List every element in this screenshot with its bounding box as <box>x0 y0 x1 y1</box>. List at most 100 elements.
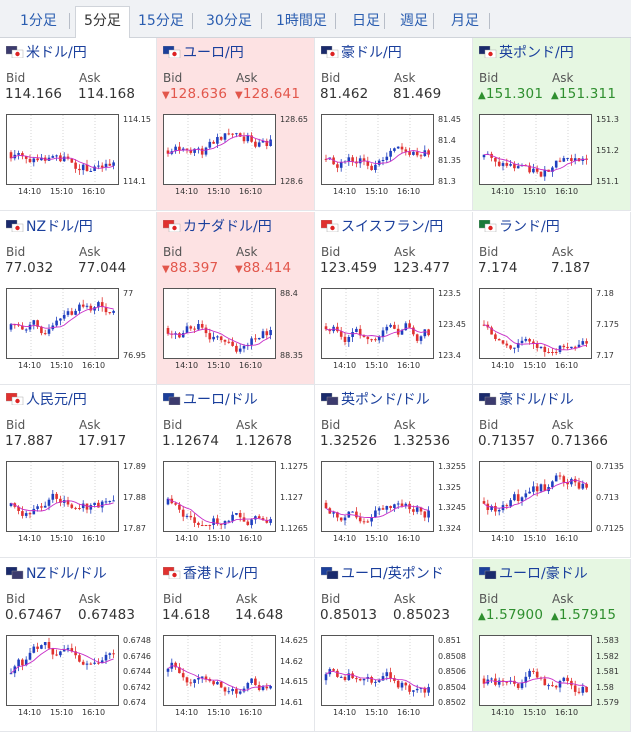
bid-value: 7.174 <box>478 260 518 276</box>
candles <box>482 636 588 705</box>
chart-plot-area <box>163 288 276 359</box>
candles <box>9 636 115 705</box>
timeframe-tab-bar: 1分足 5分足 15分足 30分足 1時間足 日足 週足 月足 <box>0 0 631 39</box>
rate-card[interactable]: 香港ドル/円 Bid Ask 14.618 14.648 14.625 14.62 14.61… <box>157 559 315 732</box>
ask-value: 0.71366 <box>551 433 609 449</box>
mini-candle-chart[interactable]: 123.5 123.45 123.4 14:10 15:10 16:10 <box>319 288 468 372</box>
bid-label: Bid <box>6 245 26 259</box>
y-tick-label: 1.1265 <box>280 524 308 533</box>
tab-6[interactable]: 週足 <box>400 13 428 29</box>
chart-plot-area <box>479 114 592 185</box>
mini-candle-chart[interactable]: 14.625 14.62 14.615 14.61 14:10 15:10 16:10 <box>161 635 310 719</box>
rate-card[interactable]: ユーロ/英ポンド Bid Ask 0.85013 0.85023 0.851 0.8508 0… <box>315 559 473 732</box>
rate-card[interactable]: 人民元/円 Bid Ask 17.887 17.917 17.89 17.88 17.87 14… <box>0 385 157 558</box>
tab-7[interactable]: 月足 <box>451 13 479 29</box>
y-tick-label: 1.324 <box>438 524 461 533</box>
rate-card[interactable]: スイスフラン/円 Bid Ask 123.459 123.477 123.5 123.45 1… <box>315 212 473 385</box>
rate-card[interactable]: 豪ドル/ドル Bid Ask 0.71357 0.71366 0.7135 0.713 0.7… <box>473 385 631 558</box>
pair-name: 米ドル/円 <box>26 45 87 61</box>
currency-pair-link[interactable]: 米ドル/円 <box>5 43 87 63</box>
rate-card[interactable]: 英ポンド/ドル Bid Ask 1.32526 1.32536 1.3255 1.325 1.… <box>315 385 473 558</box>
tab-3[interactable]: 30分足 <box>206 13 252 29</box>
rate-card[interactable]: NZドル/ドル Bid Ask 0.67467 0.67483 0.6748 0.6746 0… <box>0 559 157 732</box>
ask-value: 81.469 <box>393 86 442 102</box>
tab-1[interactable]: 5分足 <box>75 6 130 39</box>
mini-candle-chart[interactable]: 1.3255 1.325 1.3245 1.324 14:10 15:10 16:10 <box>319 461 468 545</box>
y-tick-label: 1.579 <box>596 698 619 707</box>
candles <box>9 289 115 358</box>
x-tick-label: 15:10 <box>523 534 547 543</box>
currency-pair-link[interactable]: NZドル/円 <box>5 217 93 237</box>
y-tick-label: 0.851 <box>438 636 461 645</box>
y-tick-label: 7.175 <box>596 320 619 329</box>
mini-candle-chart[interactable]: 1.583 1.582 1.581 1.58 1.579 14:10 15:10 16:10 <box>477 635 626 719</box>
y-tick-label: 17.88 <box>123 493 146 502</box>
chart-plot-area <box>163 635 276 706</box>
currency-pair-link[interactable]: ユーロ/豪ドル <box>478 564 588 584</box>
y-tick-label: 88.4 <box>280 289 298 298</box>
currency-pair-link[interactable]: 人民元/円 <box>5 390 87 410</box>
mini-candle-chart[interactable]: 0.6748 0.6746 0.6744 0.6742 0.674 14:10 15:10 1… <box>4 635 153 719</box>
rate-card[interactable]: ユーロ/豪ドル Bid Ask ▲1.57900 ▲1.57915 1.583 1.582 1… <box>473 559 631 732</box>
rate-card[interactable]: ユーロ/ドル Bid Ask 1.12674 1.12678 1.1275 1.127 1.1… <box>157 385 315 558</box>
x-tick-label: 14:10 <box>333 534 357 543</box>
currency-pair-link[interactable]: 香港ドル/円 <box>162 564 258 584</box>
mini-candle-chart[interactable]: 1.1275 1.127 1.1265 14:10 15:10 16:10 <box>161 461 310 545</box>
tab-0[interactable]: 1分足 <box>20 13 57 29</box>
y-tick-label: 0.6744 <box>123 667 151 676</box>
rate-card[interactable]: ユーロ/円 Bid Ask ▼128.636 ▼128.641 128.65 128.6 14… <box>157 38 315 211</box>
rate-card[interactable]: カナダドル/円 Bid Ask ▼88.397 ▼88.414 88.4 88.35 14:1… <box>157 212 315 385</box>
x-tick-label: 16:10 <box>82 361 106 370</box>
pair-name: ユーロ/豪ドル <box>499 566 588 582</box>
mini-candle-chart[interactable]: 128.65 128.6 14:10 15:10 16:10 <box>161 114 310 198</box>
trend-arrow-icon: ▼ <box>235 264 243 275</box>
currency-pair-link[interactable]: 英ポンド/円 <box>478 43 574 63</box>
ask-label: Ask <box>79 245 101 259</box>
mini-candle-chart[interactable]: 81.45 81.4 81.35 81.3 14:10 15:10 16:10 <box>319 114 468 198</box>
rate-card[interactable]: 英ポンド/円 Bid Ask ▲151.301 ▲151.311 151.3 151.2 15… <box>473 38 631 211</box>
y-tick-label: 123.45 <box>438 320 466 329</box>
y-tick-label: 151.2 <box>596 146 619 155</box>
mini-candle-chart[interactable]: 0.851 0.8508 0.8506 0.8504 0.8502 14:10 15:10 1… <box>319 635 468 719</box>
ask-value: 1.12678 <box>235 433 293 449</box>
currency-pair-link[interactable]: 英ポンド/ドル <box>320 390 430 410</box>
mini-candle-chart[interactable]: 17.89 17.88 17.87 14:10 15:10 16:10 <box>4 461 153 545</box>
chart-plot-area <box>6 461 119 532</box>
ask-label: Ask <box>79 71 101 85</box>
mini-candle-chart[interactable]: 0.7135 0.713 0.7125 14:10 15:10 16:10 <box>477 461 626 545</box>
rate-card[interactable]: ランド/円 Bid Ask 7.174 7.187 7.18 7.175 7.17 14:10 1… <box>473 212 631 385</box>
eu-us-flag-icon <box>162 391 181 406</box>
mini-candle-chart[interactable]: 77 76.95 14:10 15:10 16:10 <box>4 288 153 372</box>
mini-candle-chart[interactable]: 7.18 7.175 7.17 14:10 15:10 16:10 <box>477 288 626 372</box>
currency-pair-link[interactable]: ユーロ/英ポンド <box>320 564 444 584</box>
mini-candle-chart[interactable]: 114.15 114.1 14:10 15:10 16:10 <box>4 114 153 198</box>
ask-label: Ask <box>394 71 416 85</box>
currency-pair-link[interactable]: 豪ドル/円 <box>320 43 402 63</box>
chart-plot-area <box>163 114 276 185</box>
tab-4[interactable]: 1時間足 <box>276 13 327 29</box>
trend-arrow-icon: ▼ <box>235 90 243 101</box>
y-tick-label: 81.3 <box>438 177 456 186</box>
currency-pair-link[interactable]: ユーロ/円 <box>162 43 244 63</box>
rate-card[interactable]: 豪ドル/円 Bid Ask 81.462 81.469 81.45 81.4 81.35 81.… <box>315 38 473 211</box>
mini-candle-chart[interactable]: 151.3 151.2 151.1 14:10 15:10 16:10 <box>477 114 626 198</box>
currency-pair-link[interactable]: 豪ドル/ドル <box>478 390 574 410</box>
x-tick-label: 14:10 <box>333 361 357 370</box>
tab-2[interactable]: 15分足 <box>138 13 184 29</box>
rate-card[interactable]: NZドル/円 Bid Ask 77.032 77.044 77 76.95 14:10 15:1… <box>0 212 157 385</box>
currency-pair-link[interactable]: ランド/円 <box>478 217 560 237</box>
bid-value: ▼128.636 <box>162 86 228 102</box>
rate-card[interactable]: 米ドル/円 Bid Ask 114.166 114.168 114.15 114.1 14:1… <box>0 38 157 211</box>
x-tick-label: 15:10 <box>523 361 547 370</box>
currency-pair-link[interactable]: ユーロ/ドル <box>162 390 258 410</box>
currency-pair-link[interactable]: スイスフラン/円 <box>320 217 443 237</box>
x-tick-label: 15:10 <box>207 708 231 717</box>
currency-pair-link[interactable]: NZドル/ドル <box>5 564 107 584</box>
au-us-flag-icon <box>478 391 497 406</box>
pair-name: 香港ドル/円 <box>183 566 258 582</box>
currency-pair-link[interactable]: カナダドル/円 <box>162 217 272 237</box>
tab-separator <box>384 13 385 29</box>
mini-candle-chart[interactable]: 88.4 88.35 14:10 15:10 16:10 <box>161 288 310 372</box>
tab-5[interactable]: 日足 <box>352 13 380 29</box>
trend-arrow-icon: ▲ <box>551 90 559 101</box>
